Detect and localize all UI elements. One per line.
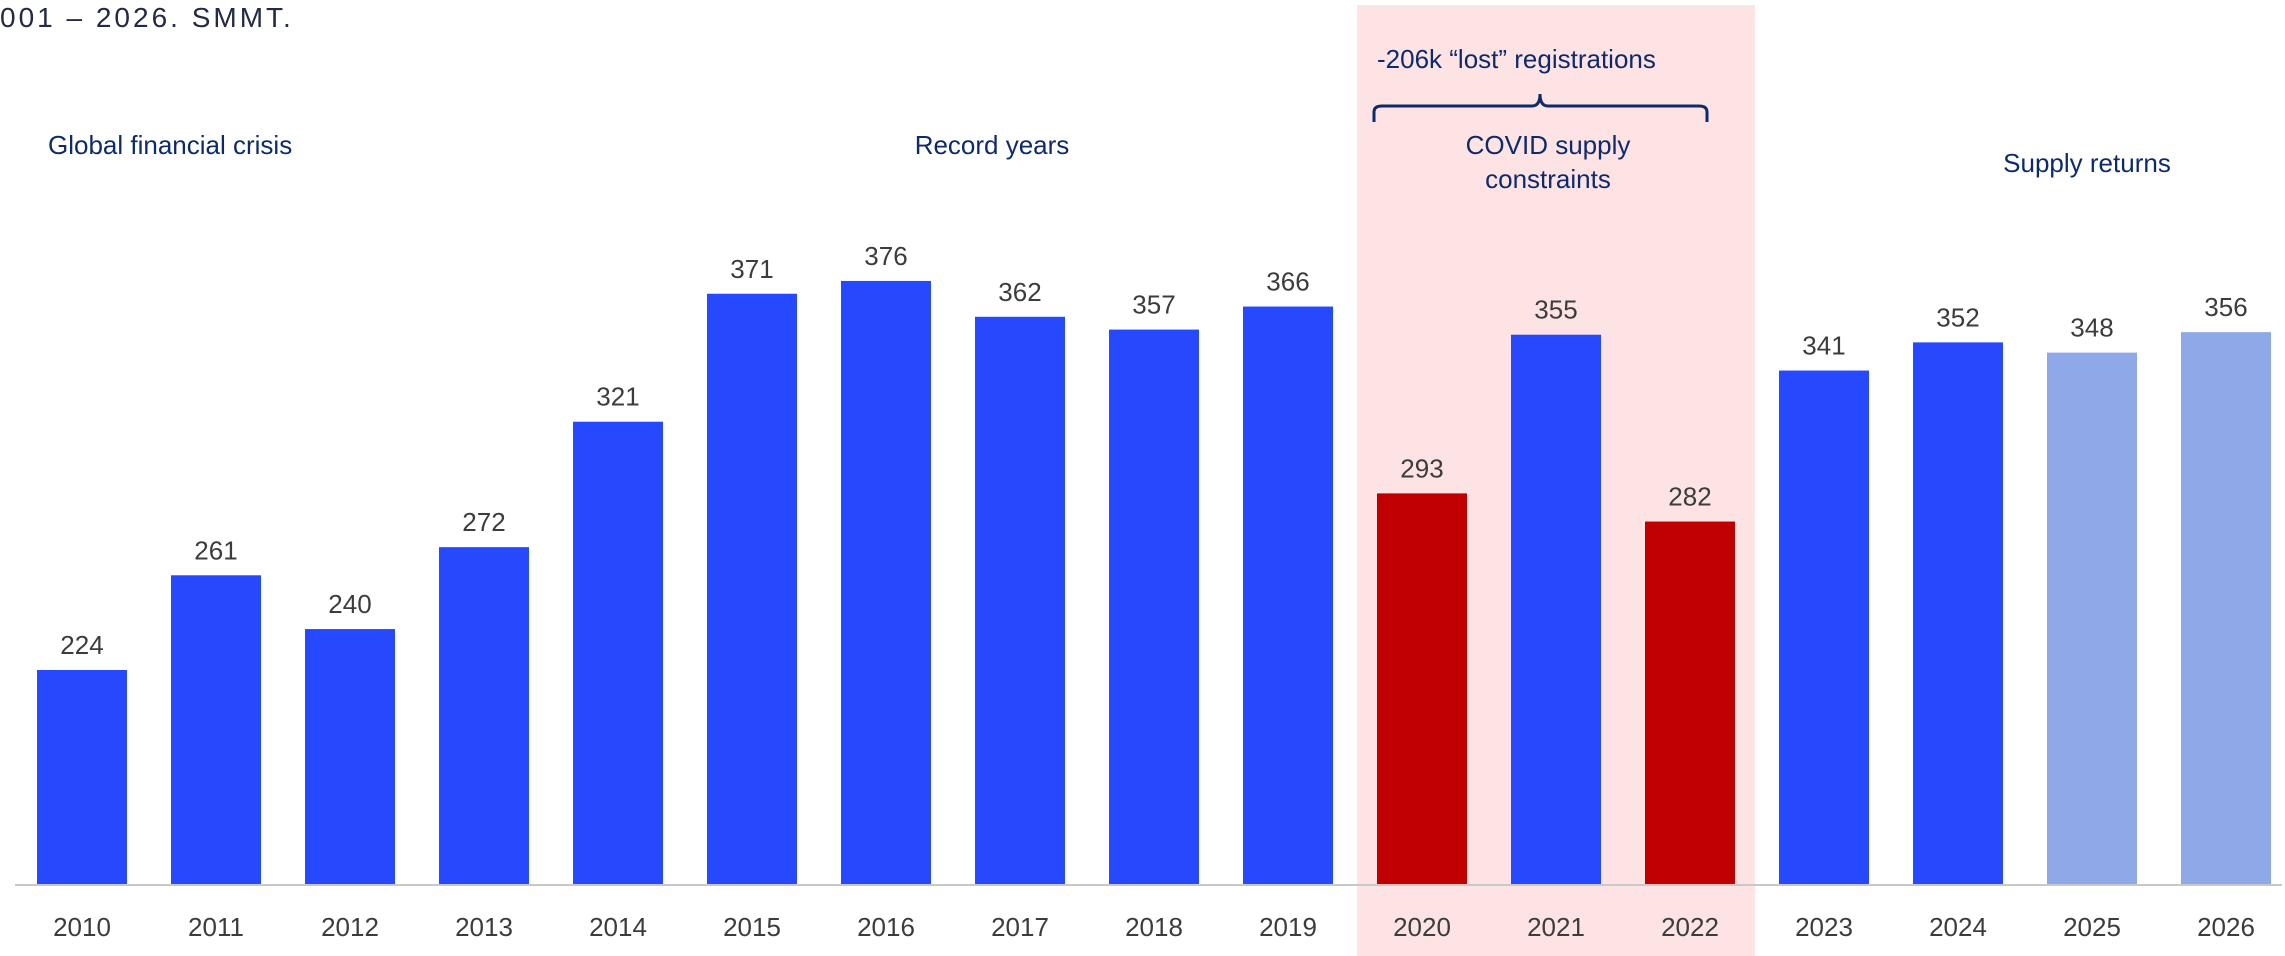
bar-2017 xyxy=(975,316,1065,885)
annotation-supply-returns: Supply returns xyxy=(2003,148,2171,178)
value-label-2026: 356 xyxy=(2204,292,2247,322)
x-tick-label-2014: 2014 xyxy=(589,912,647,942)
bar-2026 xyxy=(2181,332,2271,886)
bar-2020 xyxy=(1377,493,1467,885)
bar-2011 xyxy=(171,575,261,885)
x-tick-label-2024: 2024 xyxy=(1929,912,1987,942)
chart-caption: 001 – 2026. SMMT. xyxy=(0,2,294,33)
value-label-2014: 321 xyxy=(596,382,639,412)
bar-2018 xyxy=(1109,329,1199,885)
x-tick-label-2022: 2022 xyxy=(1661,912,1719,942)
x-tick-label-2010: 2010 xyxy=(53,912,111,942)
value-label-2022: 282 xyxy=(1668,482,1711,512)
bar-2012 xyxy=(305,629,395,885)
x-tick-label-2012: 2012 xyxy=(321,912,379,942)
x-tick-label-2025: 2025 xyxy=(2063,912,2121,942)
bar-2025 xyxy=(2047,352,2137,886)
x-tick-label-2020: 2020 xyxy=(1393,912,1451,942)
value-label-2020: 293 xyxy=(1400,453,1443,483)
value-label-2015: 371 xyxy=(730,254,773,284)
value-label-2010: 224 xyxy=(60,630,103,660)
x-tick-label-2013: 2013 xyxy=(455,912,513,942)
annotation-global-financial-crisis: Global financial crisis xyxy=(48,130,292,160)
x-tick-labels-group: 2010 2011 2012 2013 2014 2015 2016 2017 2018 2019… xyxy=(53,912,2255,942)
annotation-record-years: Record years xyxy=(915,130,1070,160)
value-label-2019: 366 xyxy=(1266,267,1309,297)
value-label-2013: 272 xyxy=(462,507,505,537)
x-tick-label-2018: 2018 xyxy=(1125,912,1183,942)
bar-2023 xyxy=(1779,370,1869,885)
covid-brace-icon xyxy=(1372,93,1709,122)
value-label-2018: 357 xyxy=(1132,290,1175,320)
value-label-2021: 355 xyxy=(1534,295,1577,325)
annotation-covid-line2: constraints xyxy=(1485,164,1611,194)
annotation-covid-line1: COVID supply xyxy=(1466,130,1631,160)
bar-2021 xyxy=(1511,334,1601,885)
bar-2019 xyxy=(1243,306,1333,885)
bar-2013 xyxy=(439,547,529,885)
value-label-2016: 376 xyxy=(864,241,907,271)
bar-2016 xyxy=(841,280,931,885)
value-label-2023: 341 xyxy=(1802,331,1845,361)
value-labels-group: 224 261 240 272 321 371 376 362 357 366 293 355 282 3… xyxy=(60,241,2247,660)
value-label-2017: 362 xyxy=(998,277,1041,307)
x-tick-label-2017: 2017 xyxy=(991,912,1049,942)
value-label-2025: 348 xyxy=(2070,313,2113,343)
value-label-2024: 352 xyxy=(1936,302,1979,332)
bar-2022 xyxy=(1645,521,1735,885)
value-label-2011: 261 xyxy=(194,535,237,565)
x-tick-label-2021: 2021 xyxy=(1527,912,1585,942)
bar-2010 xyxy=(37,670,127,885)
bar-2024 xyxy=(1913,342,2003,885)
x-tick-label-2011: 2011 xyxy=(188,912,244,942)
value-label-2012: 240 xyxy=(328,589,371,619)
x-tick-label-2026: 2026 xyxy=(2197,912,2255,942)
bar-2014 xyxy=(573,421,663,885)
x-tick-label-2019: 2019 xyxy=(1259,912,1317,942)
annotations-group: Global financial crisis Record years -20… xyxy=(48,44,2171,194)
bar-2015 xyxy=(707,293,797,885)
x-tick-label-2016: 2016 xyxy=(857,912,915,942)
x-tick-label-2023: 2023 xyxy=(1795,912,1853,942)
annotation-lost-registrations: -206k “lost” registrations xyxy=(1377,44,1656,74)
bars-group xyxy=(37,280,2271,886)
x-tick-label-2015: 2015 xyxy=(723,912,781,942)
